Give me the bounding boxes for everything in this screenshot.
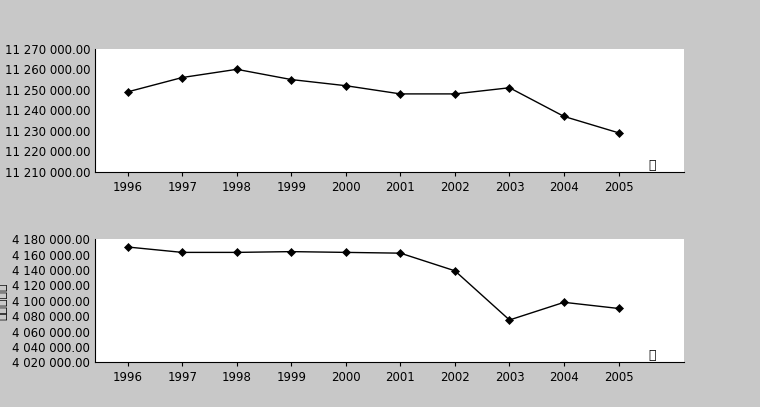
Text: 年: 年 bbox=[648, 159, 656, 172]
Text: 年: 年 bbox=[648, 349, 656, 362]
Y-axis label: 耕地／公顶: 耕地／公顶 bbox=[0, 282, 8, 319]
